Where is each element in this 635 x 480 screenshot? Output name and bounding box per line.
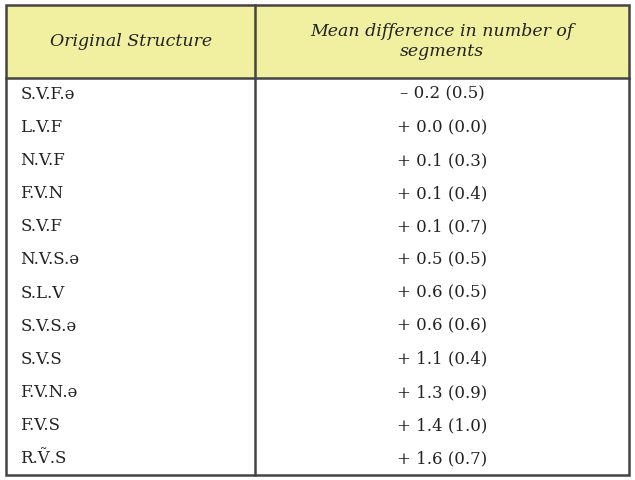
Text: F.V.S: F.V.S	[20, 417, 60, 434]
Text: F.V.N: F.V.N	[20, 185, 64, 202]
Text: – 0.2 (0.5): – 0.2 (0.5)	[399, 86, 485, 103]
Text: N.V.F: N.V.F	[20, 152, 65, 169]
Text: + 0.0 (0.0): + 0.0 (0.0)	[397, 119, 487, 136]
Text: S.L.V: S.L.V	[20, 285, 65, 301]
Text: + 1.4 (1.0): + 1.4 (1.0)	[397, 417, 487, 434]
Text: S.V.F: S.V.F	[20, 218, 62, 235]
Text: + 1.1 (0.4): + 1.1 (0.4)	[397, 351, 487, 368]
Bar	[6, 78, 629, 475]
Text: + 0.5 (0.5): + 0.5 (0.5)	[397, 252, 487, 268]
Text: Original Structure: Original Structure	[50, 33, 212, 50]
Text: + 0.1 (0.4): + 0.1 (0.4)	[397, 185, 487, 202]
Text: + 0.1 (0.3): + 0.1 (0.3)	[397, 152, 487, 169]
Text: L.V.F: L.V.F	[20, 119, 63, 136]
Text: + 0.6 (0.6): + 0.6 (0.6)	[397, 318, 487, 335]
Text: S.V.S: S.V.S	[20, 351, 62, 368]
Text: + 1.3 (0.9): + 1.3 (0.9)	[397, 384, 487, 401]
Bar	[6, 5, 629, 78]
Text: + 0.1 (0.7): + 0.1 (0.7)	[397, 218, 487, 235]
Text: Mean difference in number of
segments: Mean difference in number of segments	[311, 23, 573, 60]
Text: R.Ṽ.S: R.Ṽ.S	[20, 450, 67, 467]
Text: + 1.6 (0.7): + 1.6 (0.7)	[397, 450, 487, 467]
Text: S.V.F.ə: S.V.F.ə	[20, 86, 75, 103]
Text: S.V.S.ə: S.V.S.ə	[20, 318, 77, 335]
Text: N.V.S.ə: N.V.S.ə	[20, 252, 79, 268]
Text: F.V.N.ə: F.V.N.ə	[20, 384, 77, 401]
Text: + 0.6 (0.5): + 0.6 (0.5)	[397, 285, 487, 301]
